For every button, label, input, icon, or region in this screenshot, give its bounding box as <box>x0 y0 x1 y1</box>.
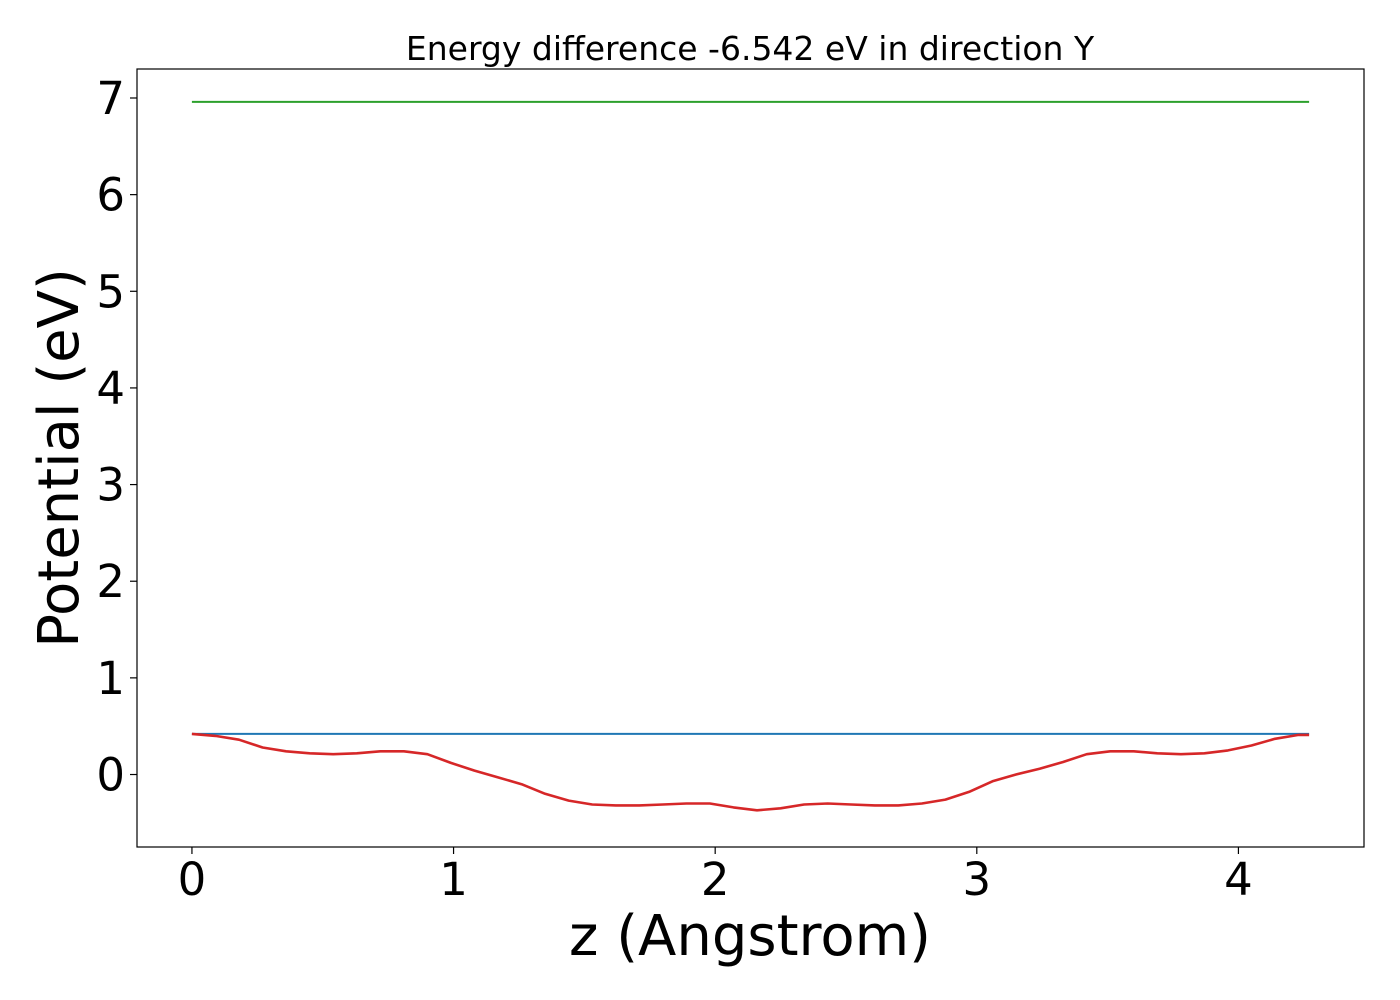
y-tick-label: 2 <box>96 555 125 608</box>
x-tick-label: 4 <box>1224 853 1253 906</box>
y-tick-label: 0 <box>96 749 125 802</box>
y-tick-label: 3 <box>96 459 125 512</box>
x-tick-label: 0 <box>178 853 207 906</box>
plot-frame <box>136 68 1365 848</box>
x-tick-label: 1 <box>439 853 468 906</box>
y-axis-label: Potential (eV) <box>27 268 92 648</box>
y-tick-label: 5 <box>96 265 125 318</box>
series-line-3 <box>191 732 1310 812</box>
y-axis: 0 1 2 3 4 5 6 7 <box>96 72 137 802</box>
y-tick-label: 4 <box>96 362 125 415</box>
x-axis: 0 1 2 3 4 <box>178 847 1253 906</box>
y-tick-label: 1 <box>96 652 125 705</box>
x-tick-label: 2 <box>701 853 730 906</box>
x-tick-label: 3 <box>962 853 991 906</box>
x-axis-label: z (Angstrom) <box>569 904 931 969</box>
chart-title: Energy difference -6.542 eV in direction… <box>406 29 1095 68</box>
y-tick-label: 6 <box>96 169 125 222</box>
series-layer <box>191 100 1310 812</box>
y-tick-label: 7 <box>96 72 125 125</box>
